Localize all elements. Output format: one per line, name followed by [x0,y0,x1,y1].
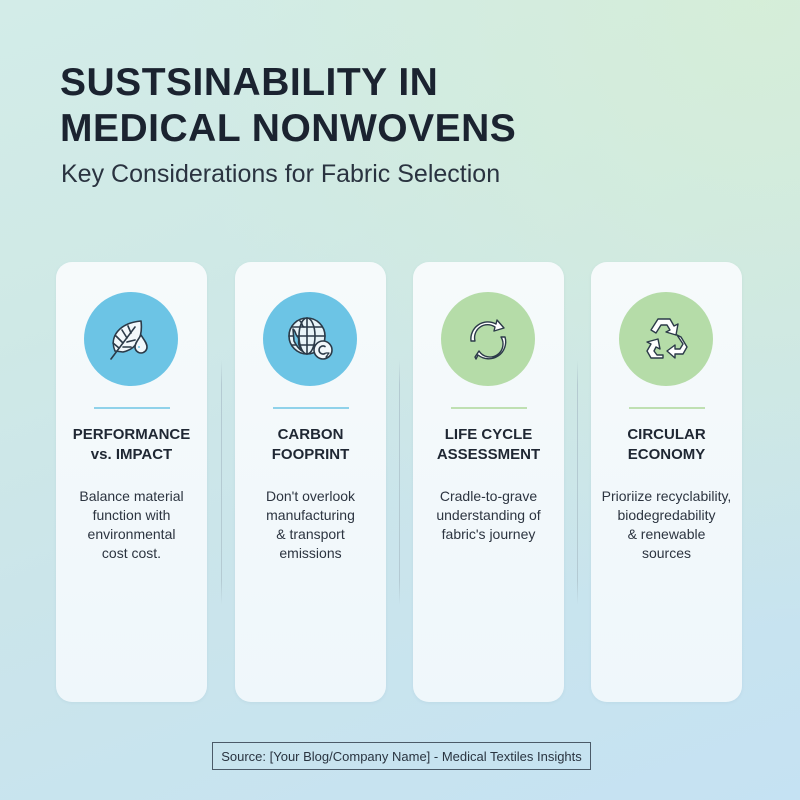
card-performance-vs-impact: PERFORMANCE vs. IMPACT Balance material … [56,262,207,702]
card-description: Prioriize recyclability, biodegredabilit… [601,488,732,561]
card-life-cycle-assessment: LIFE CYCLE ASSESSMENT Cradle-to-grave un… [413,262,564,702]
card-title: PERFORMANCE vs. IMPACT [72,426,191,463]
vertical-divider [399,360,400,605]
globe-co2-icon [288,317,333,360]
card-description: Cradle-to-grave understanding of fabric'… [436,488,541,542]
card-description: Don't overlook manufacturing & transport… [265,488,356,561]
title-line-1: SUSTSINABILITY IN [60,61,439,104]
card-description: Balance material function with environme… [79,488,184,561]
card-carbon-footprint: CARBON FOOPRINT Don't overlook manufactu… [235,262,386,702]
card-title: LIFE CYCLE ASSESSMENT [436,426,541,463]
vertical-divider [221,360,222,605]
card-title: CARBON FOOPRINT [271,426,350,463]
icon-badge [84,292,178,386]
recycle-icon [646,318,688,359]
accent-line [273,407,349,409]
title-line-2: MEDICAL NONWOVENS [60,107,517,150]
vertical-divider [577,360,578,605]
icon-badge [441,292,535,386]
card-title: CIRCULAR ECONOMY [627,426,706,463]
leaf-water-drop-icon [110,320,148,360]
accent-line [629,407,705,409]
accent-line [94,407,170,409]
page-title: SUSTSINABILITY IN MEDICAL NONWOVENS [60,60,516,152]
accent-line [451,407,527,409]
refresh-cycle-icon [470,319,507,360]
card-circular-economy: CIRCULAR ECONOMY Prioriize recyclability… [591,262,742,702]
icon-badge [263,292,357,386]
icon-badge [619,292,713,386]
source-caption: Source: [Your Blog/Company Name] - Medic… [212,742,591,770]
page-subtitle: Key Considerations for Fabric Selection [61,160,501,188]
